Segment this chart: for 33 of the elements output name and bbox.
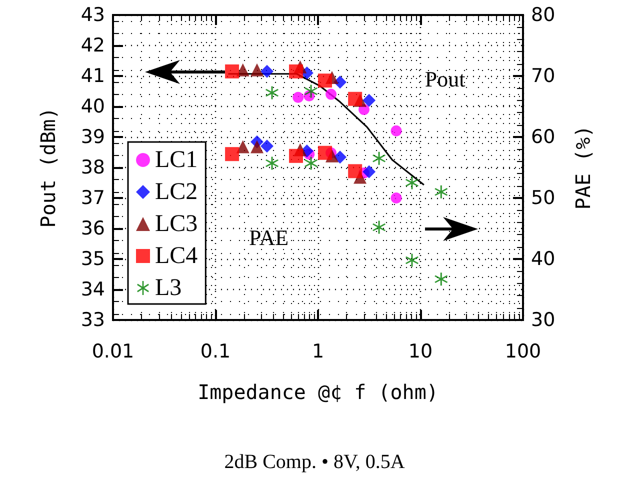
y-tick-label: 33 xyxy=(80,309,105,331)
y2-tick-label: 60 xyxy=(531,126,556,148)
y-tick-label: 38 xyxy=(80,156,105,178)
x-tick-label: 1 xyxy=(312,340,324,362)
legend-label: LC3 xyxy=(155,211,198,237)
x-axis-title: Impedance @¢ f (ohm) xyxy=(198,380,438,404)
legend-label: LC2 xyxy=(155,179,198,205)
y-tick-label: 36 xyxy=(80,218,105,240)
y-axis-title: Pout (dBm) xyxy=(36,107,60,228)
y2-tick-label: 80 xyxy=(531,4,556,26)
y-tick-label: 41 xyxy=(80,65,105,87)
y-tick-label: 43 xyxy=(80,4,105,26)
y2-tick-label: 50 xyxy=(531,187,556,209)
text: 2dB Comp. • 8V, 0.5A xyxy=(224,451,406,473)
annotation: Pout xyxy=(424,66,466,92)
y2-axis-title: PAE (%) xyxy=(571,125,595,210)
legend-label: LC4 xyxy=(155,243,198,269)
y2-tick-label: 70 xyxy=(531,65,556,87)
legend-label: LC1 xyxy=(155,147,198,173)
y-tick-label: 35 xyxy=(80,248,105,270)
x-tick-label: 10 xyxy=(408,340,433,362)
y-tick-label: 37 xyxy=(80,187,105,209)
x-tick-label: 0.01 xyxy=(92,340,134,362)
y-tick-label: 40 xyxy=(80,96,105,118)
y-tick-label: 42 xyxy=(80,34,105,56)
x-tick-label: 100 xyxy=(504,340,542,362)
legend-label: L3 xyxy=(155,275,182,301)
x-tick-label: 0.1 xyxy=(200,340,231,362)
y2-tick-label: 30 xyxy=(531,309,556,331)
y2-tick-label: 40 xyxy=(531,248,556,270)
y-tick-label: 34 xyxy=(80,278,105,300)
annotation: PAE xyxy=(249,225,289,250)
y-tick-label: 39 xyxy=(80,126,105,148)
